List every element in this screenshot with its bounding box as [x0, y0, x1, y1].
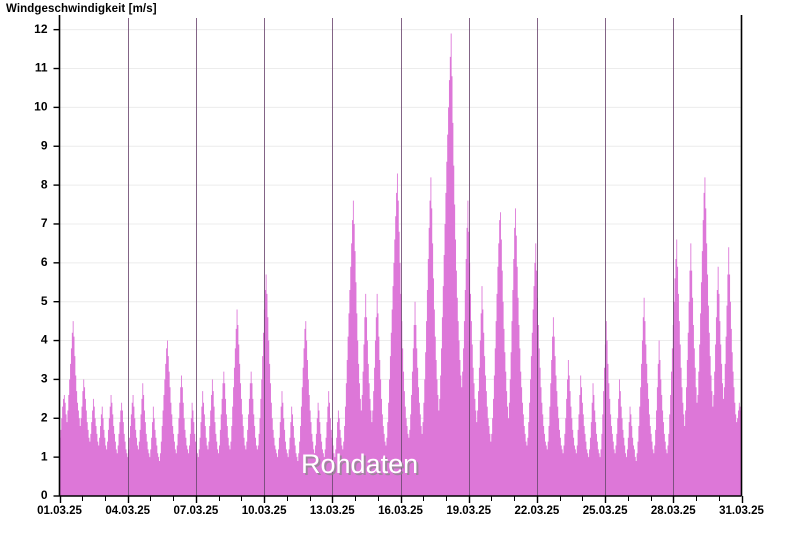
rohdaten-watermark: Rohdaten Rohdaten: [301, 449, 420, 481]
x-tick-label: 01.03.25: [37, 505, 82, 517]
y-tick-label: 7: [41, 216, 48, 230]
y-tick-label: 10: [34, 100, 48, 114]
x-tick-label: 10.03.25: [242, 505, 287, 517]
x-tick-label: 04.03.25: [105, 505, 150, 517]
y-tick-label: 5: [41, 294, 48, 308]
x-tick-label: 07.03.25: [174, 505, 219, 517]
watermark-label: Rohdaten: [301, 449, 418, 479]
y-tick-label: 8: [41, 177, 48, 191]
x-tick-label: 16.03.25: [378, 505, 423, 517]
x-tick-label: 31.03.25: [719, 505, 764, 517]
y-tick-label: 0: [41, 488, 48, 502]
x-tick-label: 22.03.25: [515, 505, 560, 517]
x-axis-ticks: 01.03.25 04.03.25 07.03.25 10.03.25 13.03.25…: [37, 496, 764, 517]
y-tick-label: 3: [41, 372, 48, 386]
y-tick-label: 1: [41, 449, 48, 463]
chart-title: Windgeschwindigkeit [m/s]: [6, 3, 157, 15]
wind-speed-area-series: [59, 33, 742, 496]
day-separator-lines: [128, 18, 674, 496]
y-tick-label: 11: [35, 61, 48, 75]
y-tick-label: 9: [41, 138, 48, 152]
x-tick-label: 19.03.25: [446, 505, 491, 517]
watermark-shadow-text: Rohdaten: [303, 451, 420, 481]
y-tick-label: 2: [41, 410, 48, 424]
x-tick-label: 28.03.25: [651, 505, 696, 517]
area-path: [59, 33, 742, 496]
y-tick-label: 4: [41, 333, 48, 347]
y-tick-label: 6: [41, 255, 48, 269]
x-tick-label: 25.03.25: [583, 505, 628, 517]
x-tick-label: 13.03.25: [310, 505, 355, 517]
y-tick-label: 12: [34, 22, 48, 36]
